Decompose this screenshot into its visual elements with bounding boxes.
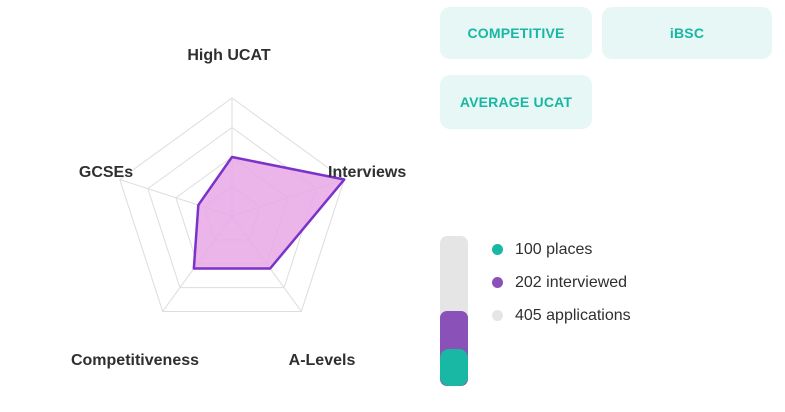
legend-dot-applications (492, 310, 503, 321)
legend-label-applications: 405 applications (515, 306, 631, 324)
axis-label-gcses: GCSEs (79, 164, 133, 181)
radar-chart: High UCAT Interviews A-Levels Competitiv… (71, 47, 406, 369)
legend-item-places: 100 places (492, 233, 631, 266)
axis-label-competitiveness: Competitiveness (71, 352, 199, 369)
legend-dot-interviewed (492, 277, 503, 288)
legend-item-applications: 405 applications (492, 299, 631, 332)
legend-item-interviewed: 202 interviewed (492, 266, 631, 299)
axis-label-interviews: Interviews (328, 164, 406, 181)
tag-competitive-label: COMPETITIVE (467, 25, 565, 41)
tag-average-ucat-label: AVERAGE UCAT (459, 94, 573, 110)
radar-score-polygon (192, 155, 346, 270)
tag-ibsc-label: iBSC (669, 25, 705, 41)
axis-label-a-levels: A-Levels (289, 352, 356, 369)
tag-average-ucat[interactable]: AVERAGE UCAT (440, 75, 592, 129)
tag-ibsc[interactable]: iBSC (602, 7, 772, 59)
tag-competitive[interactable]: COMPETITIVE (440, 7, 592, 59)
legend-dot-places (492, 244, 503, 255)
radar-grid-ring (119, 97, 345, 312)
legend-label-places: 100 places (515, 240, 593, 258)
stats-legend: 100 places 202 interviewed 405 applicati… (492, 233, 631, 332)
axis-label-high-ucat: High UCAT (187, 47, 270, 64)
legend-label-interviewed: 202 interviewed (515, 273, 628, 291)
places-segment (440, 349, 468, 386)
places-stacked-bar (440, 236, 468, 386)
